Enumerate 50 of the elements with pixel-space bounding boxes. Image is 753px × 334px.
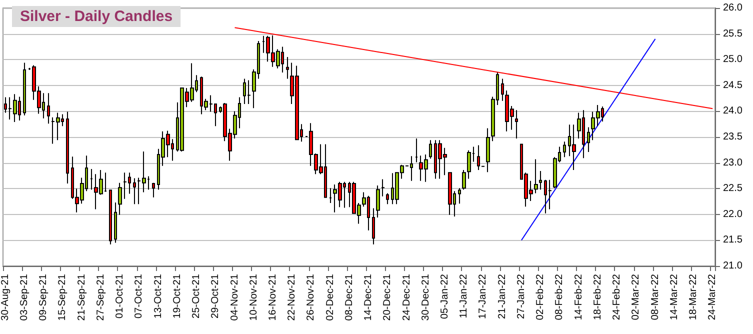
- x-tick-label: 24-Mar-22: [707, 274, 718, 320]
- x-tick-label: 19-Oct-21: [172, 274, 183, 318]
- x-tick-label: 27-Sep-21: [95, 274, 106, 321]
- x-tick-label: 01-Oct-21: [114, 274, 126, 318]
- x-tick-label: 27-Jan-22: [516, 274, 527, 320]
- x-tick-label: 07-Oct-21: [134, 274, 145, 318]
- x-tick-label: 02-Mar-22: [630, 274, 642, 320]
- x-tick-label: 04-Nov-21: [229, 274, 240, 321]
- y-tick-label: 23.0: [723, 157, 743, 168]
- x-tick-label: 24-Feb-22: [612, 274, 623, 320]
- x-tick-label: 22-Nov-21: [286, 274, 298, 321]
- x-tick-label: 08-Mar-22: [650, 274, 661, 320]
- y-tick-label: 25.0: [723, 54, 743, 66]
- x-tick-label: 21-Sep-21: [76, 274, 88, 321]
- y-tick-label: 23.5: [723, 132, 743, 142]
- x-tick-label: 16-Nov-21: [267, 274, 278, 321]
- x-tick-label: 14-Feb-22: [573, 274, 584, 320]
- x-tick-label: 05-Jan-22: [440, 274, 451, 320]
- y-tick-label: 21.5: [723, 234, 743, 246]
- x-tick-label: 30-Dec-21: [420, 274, 432, 321]
- x-tick-label: 02-Feb-22: [535, 274, 546, 320]
- x-tick-label: 03-Sep-21: [19, 274, 30, 321]
- x-tick-label: 17-Jan-22: [478, 274, 489, 320]
- x-tick-label: 11-Jan-22: [458, 274, 470, 318]
- y-tick-label: 26.0: [723, 2, 743, 14]
- x-tick-label: 15-Sep-21: [57, 274, 68, 321]
- y-tick-label: 22.0: [723, 208, 743, 220]
- x-tick-label: 30-Aug-21: [0, 274, 11, 321]
- x-tick-label: 18-Mar-22: [688, 274, 699, 320]
- x-tick-label: 24-Dec-21: [401, 274, 412, 321]
- y-tick-label: 24.0: [723, 106, 743, 117]
- y-tick-label: 25.5: [723, 28, 743, 40]
- x-tick-label: 09-Sep-21: [38, 274, 50, 321]
- y-tick-label: 22.5: [723, 183, 743, 194]
- x-tick-label: 13-Oct-21: [152, 274, 164, 318]
- x-tick-label: 25-Oct-21: [191, 274, 202, 318]
- x-tick-label: 20-Dec-21: [382, 274, 394, 321]
- y-tick-label: 21.0: [723, 260, 743, 272]
- x-tick-label: 02-Dec-21: [324, 274, 336, 321]
- y-tick-label: 24.5: [723, 80, 743, 91]
- x-tick-label: 29-Oct-21: [210, 274, 222, 318]
- x-tick-label: 18-Feb-22: [592, 274, 604, 320]
- x-tick-label: 08-Feb-22: [554, 274, 566, 320]
- x-tick-label: 08-Dec-21: [344, 274, 355, 321]
- x-tick-label: 14-Dec-21: [363, 274, 374, 321]
- x-tick-label: 26-Nov-21: [306, 274, 317, 321]
- x-tick-label: 21-Jan-22: [496, 274, 508, 320]
- x-tick-label: 10-Nov-21: [248, 274, 260, 321]
- chart-title: Silver - Daily Candles: [20, 8, 173, 25]
- x-tick-label: 14-Mar-22: [668, 274, 680, 320]
